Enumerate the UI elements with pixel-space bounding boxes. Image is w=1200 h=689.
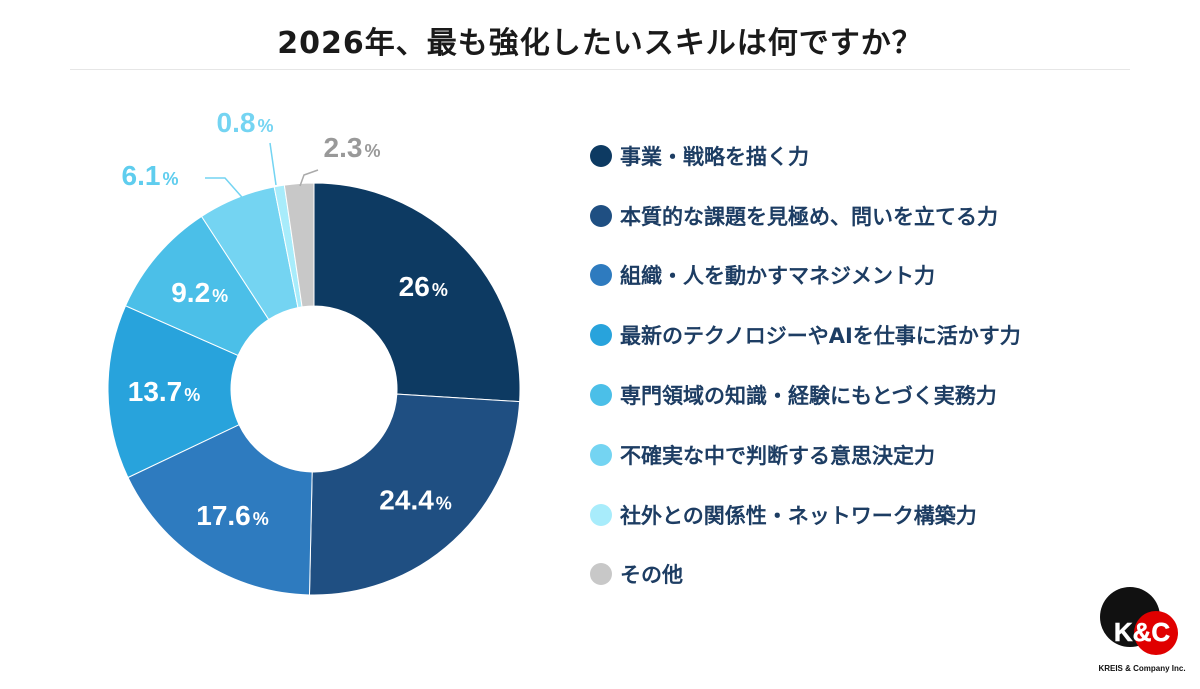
legend-item: 本質的な課題を見極め、問いを立てる力 [590, 186, 1021, 246]
legend: 事業・戦略を描く力本質的な課題を見極め、問いを立てる力 組織・人を動かすマネジメン… [590, 126, 1021, 604]
legend-label: その他 [620, 563, 683, 588]
legend-swatch [590, 384, 612, 407]
legend-swatch [590, 503, 612, 526]
donut-slice [283, 182, 315, 308]
donut-slice [313, 182, 521, 403]
donut-slice [308, 393, 521, 596]
data-label: 0.8% [217, 107, 274, 138]
legend-label: 事業・戦略を描く力 [620, 144, 809, 169]
legend-swatch [590, 324, 612, 347]
legend-swatch [590, 563, 612, 586]
logo-mark: K&C [1114, 617, 1171, 647]
data-label: 6.1% [122, 160, 179, 191]
leader-line [269, 142, 277, 186]
legend-item: 専門領域の知識・経験にもとづく実務力 [590, 365, 1021, 425]
legend-item: 組織・人を動かすマネジメント力 [590, 246, 1021, 306]
legend-label: 本質的な課題を見極め、問いを立てる力 [620, 204, 998, 229]
data-label: 26% [399, 271, 448, 302]
legend-label: 社外との関係性・ネットワーク構築力 [620, 503, 977, 528]
logo-company-name: KREIS & Company Inc. [1098, 664, 1185, 673]
legend-item: 最新のテクノロジーやAIを仕事に活かす力 [590, 305, 1021, 365]
donut-slice [127, 423, 313, 596]
leader-line [205, 177, 249, 205]
data-label: 24.4% [379, 484, 452, 515]
legend-item: その他 [590, 545, 1021, 605]
legend-item: 不確実な中で判断する意思決定力 [590, 425, 1021, 485]
legend-label: 不確実な中で判断する意思決定力 [620, 443, 935, 468]
legend-item: 社外との関係性・ネットワーク構築力 [590, 485, 1021, 545]
data-label: 2.3% [324, 132, 381, 163]
legend-label: 組織・人を動かすマネジメント力 [620, 264, 935, 289]
chart-title: 2026年、最も強化したいスキルは何ですか？ [277, 26, 923, 61]
legend-label: 最新のテクノロジーやAIを仕事に活かす力 [620, 324, 1021, 349]
title-divider [70, 69, 1130, 70]
legend-swatch [590, 144, 612, 167]
data-label: 17.6% [196, 500, 269, 531]
company-logo: K&C KREIS & Company Inc. [1098, 587, 1186, 673]
legend-swatch [590, 264, 612, 287]
legend-item: 事業・戦略を描く力 [590, 126, 1021, 186]
legend-swatch [590, 443, 612, 466]
legend-swatch [590, 204, 612, 227]
data-label: 9.2% [171, 277, 228, 308]
legend-label: 専門領域の知識・経験にもとづく実務力 [620, 384, 997, 409]
donut-slice [107, 305, 240, 479]
leader-line [299, 169, 319, 187]
data-label: 13.7% [128, 376, 201, 407]
